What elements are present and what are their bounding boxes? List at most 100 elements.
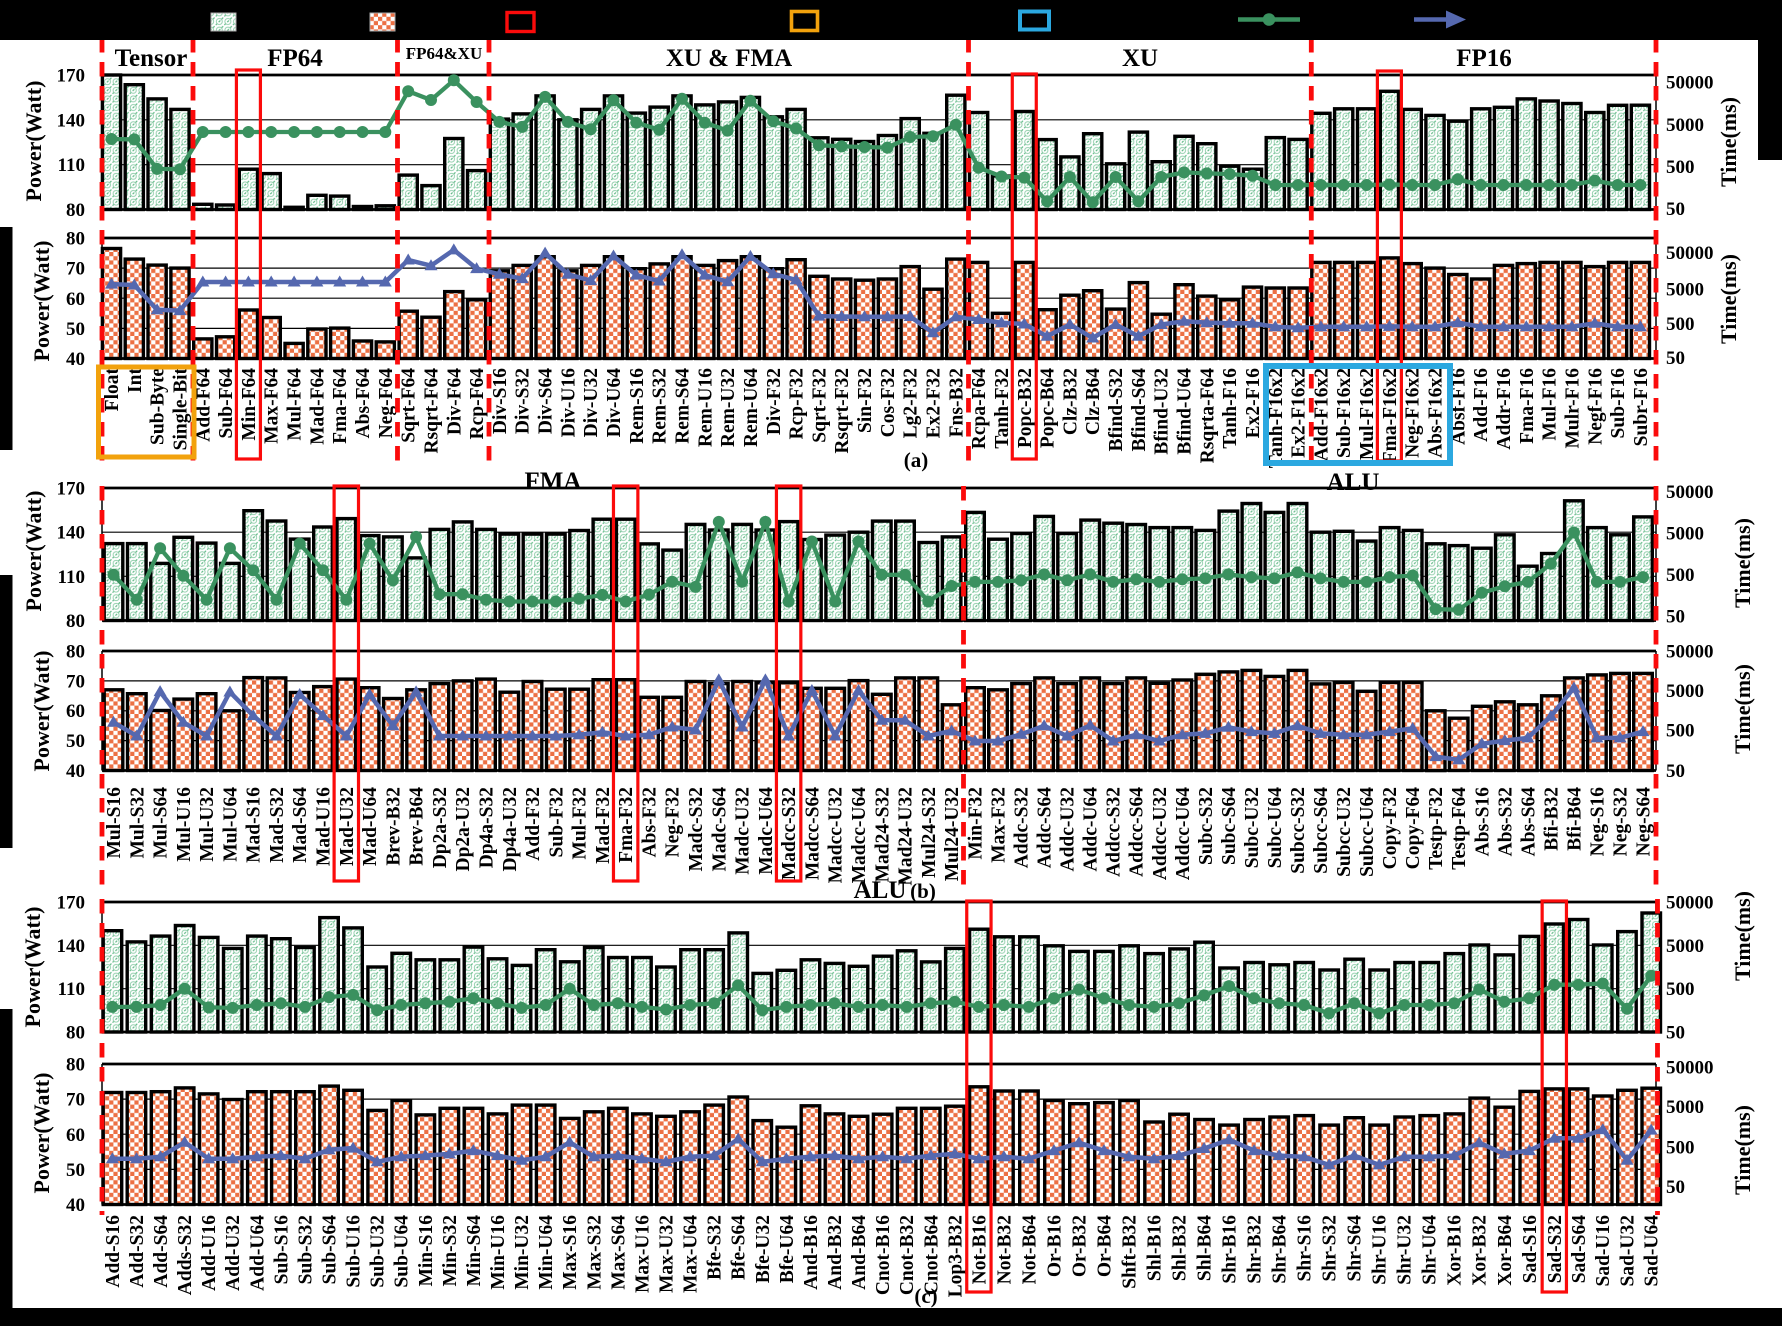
svg-text:FP64: FP64: [267, 45, 323, 72]
svg-text:Shl-B32: Shl-B32: [1170, 1215, 1191, 1281]
svg-text:Div-F32: Div-F32: [764, 368, 785, 435]
svg-text:Rem-U16: Rem-U16: [695, 368, 716, 447]
svg-text:Clz-B64: Clz-B64: [1083, 368, 1104, 435]
svg-text:50000: 50000: [1666, 1057, 1714, 1078]
svg-text:50000: 50000: [1666, 73, 1714, 94]
svg-text:Shr-S16: Shr-S16: [1295, 1215, 1316, 1282]
svg-text:Add-U32: Add-U32: [223, 1215, 244, 1291]
svg-text:Subcc-U32: Subcc-U32: [1334, 787, 1355, 877]
svg-text:Add-U16: Add-U16: [199, 1215, 220, 1291]
svg-text:Power(Watt): Power(Watt): [21, 491, 46, 612]
svg-text:170: 170: [57, 893, 86, 914]
svg-text:Tensor: Tensor: [115, 45, 188, 72]
svg-text:Madcc-S64: Madcc-S64: [802, 787, 823, 880]
svg-text:Mul-F32: Mul-F32: [570, 787, 591, 860]
svg-text:Float: Float: [102, 367, 123, 411]
svg-text:Clz-B32: Clz-B32: [1060, 368, 1081, 435]
svg-text:Shl-B16: Shl-B16: [1145, 1215, 1166, 1281]
svg-text:170: 170: [57, 479, 86, 500]
svg-text:Sub-U64: Sub-U64: [392, 1215, 413, 1288]
svg-text:Addc-U32: Addc-U32: [1058, 787, 1079, 872]
svg-text:Mul-U16: Mul-U16: [174, 787, 195, 862]
svg-text:Mad-S64: Mad-S64: [290, 787, 311, 863]
svg-text:Fns-B32: Fns-B32: [946, 368, 967, 437]
svg-text:70: 70: [66, 671, 85, 692]
svg-text:Add-S64: Add-S64: [151, 1215, 172, 1288]
svg-text:Mad-S16: Mad-S16: [244, 787, 265, 863]
svg-text:40: 40: [66, 1195, 85, 1216]
svg-text:Madc-U32: Madc-U32: [733, 787, 754, 875]
svg-text:Neg-S32: Neg-S32: [1611, 787, 1632, 856]
svg-text:Rsqrt-F64: Rsqrt-F64: [422, 368, 443, 454]
svg-text:Max-F32: Max-F32: [989, 787, 1010, 863]
svg-text:Sad-U64: Sad-U64: [1642, 1215, 1663, 1287]
svg-text:5000: 5000: [1666, 115, 1704, 136]
svg-text:Bfind-U32: Bfind-U32: [1152, 368, 1173, 455]
svg-text:Addcc-S32: Addcc-S32: [1104, 787, 1125, 877]
svg-text:50: 50: [66, 1160, 85, 1181]
svg-text:80: 80: [66, 200, 85, 221]
svg-text:Mul-F16x2: Mul-F16x2: [1357, 368, 1378, 460]
svg-text:Add-U64: Add-U64: [247, 1215, 268, 1291]
svg-text:80: 80: [66, 229, 85, 250]
svg-text:Rsqrta-F64: Rsqrta-F64: [1197, 368, 1218, 464]
svg-text:50000: 50000: [1666, 243, 1714, 264]
svg-text:Abs-F32: Abs-F32: [640, 787, 661, 857]
svg-text:Mul-S32: Mul-S32: [127, 787, 148, 859]
svg-text:Shr-S32: Shr-S32: [1320, 1215, 1341, 1281]
svg-text:Neg-F32: Neg-F32: [663, 787, 684, 857]
svg-text:80: 80: [66, 611, 85, 632]
svg-text:Addcc-U32: Addcc-U32: [1150, 787, 1171, 880]
svg-text:Time(ms): Time(ms): [1730, 518, 1755, 608]
svg-text:Abs-S16: Abs-S16: [1472, 787, 1493, 857]
svg-text:Div-S32: Div-S32: [513, 368, 534, 434]
svg-text:80: 80: [66, 1023, 85, 1044]
svg-text:Testp-F64: Testp-F64: [1449, 787, 1470, 870]
svg-text:Add-F16: Add-F16: [1471, 368, 1492, 442]
svg-text:Mad-F64: Mad-F64: [307, 368, 328, 445]
svg-text:Mul-U64: Mul-U64: [220, 787, 241, 862]
svg-text:Bfind-S32: Bfind-S32: [1106, 368, 1127, 451]
svg-text:Fma-F32: Fma-F32: [616, 787, 637, 863]
svg-text:Mad24-S32: Mad24-S32: [872, 787, 893, 882]
svg-text:40: 40: [66, 761, 85, 782]
svg-text:Power(Watt): Power(Watt): [20, 907, 45, 1028]
svg-text:Cnot-B16: Cnot-B16: [873, 1215, 894, 1295]
svg-text:Max-U16: Max-U16: [632, 1215, 653, 1293]
svg-text:Dp2a-S32: Dp2a-S32: [430, 787, 451, 868]
svg-text:Sub-F64: Sub-F64: [216, 368, 237, 439]
svg-text:110: 110: [58, 155, 85, 176]
svg-text:Max-U64: Max-U64: [681, 1215, 702, 1293]
svg-text:Or-B64: Or-B64: [1095, 1215, 1116, 1277]
svg-text:Mad-S32: Mad-S32: [267, 787, 288, 863]
svg-text:Bfe-U32: Bfe-U32: [753, 1215, 774, 1283]
svg-text:110: 110: [58, 979, 85, 1000]
svg-text:140: 140: [57, 110, 86, 131]
svg-text:Fma-F64: Fma-F64: [330, 368, 351, 444]
svg-text:Madc-S32: Madc-S32: [686, 787, 707, 872]
svg-text:Ex2-F16: Ex2-F16: [1243, 368, 1264, 439]
svg-text:Rcp-F64: Rcp-F64: [467, 368, 488, 440]
svg-text:Sad-U16: Sad-U16: [1593, 1215, 1614, 1287]
svg-text:Power(Watt): Power(Watt): [29, 241, 54, 362]
svg-text:Addc-U64: Addc-U64: [1081, 787, 1102, 872]
svg-text:Dp2a-U32: Dp2a-U32: [453, 787, 474, 872]
svg-text:Addr-F16: Addr-F16: [1494, 368, 1515, 450]
svg-text:50: 50: [1666, 761, 1685, 782]
svg-text:Madcc-U32: Madcc-U32: [826, 787, 847, 883]
svg-text:Sub-S64: Sub-S64: [320, 1215, 341, 1285]
svg-text:Power(Watt): Power(Watt): [21, 81, 46, 202]
svg-text:Negf-F16: Negf-F16: [1585, 368, 1606, 445]
svg-text:Min-U64: Min-U64: [536, 1215, 557, 1290]
svg-text:Div-S64: Div-S64: [536, 368, 557, 434]
svg-text:Add-S16: Add-S16: [103, 1215, 124, 1288]
svg-text:Time(ms): Time(ms): [1730, 664, 1755, 754]
svg-text:Xor-B64: Xor-B64: [1495, 1215, 1516, 1286]
svg-text:Bfe-U64: Bfe-U64: [777, 1215, 798, 1283]
svg-text:Sub-F32: Sub-F32: [546, 787, 567, 857]
svg-text:Ex2-F16x2: Ex2-F16x2: [1289, 368, 1310, 458]
svg-text:Not-B32: Not-B32: [994, 1215, 1015, 1284]
svg-text:Div-F64: Div-F64: [444, 368, 465, 435]
svg-text:Mul-U32: Mul-U32: [197, 787, 218, 862]
svg-text:500: 500: [1666, 721, 1695, 742]
